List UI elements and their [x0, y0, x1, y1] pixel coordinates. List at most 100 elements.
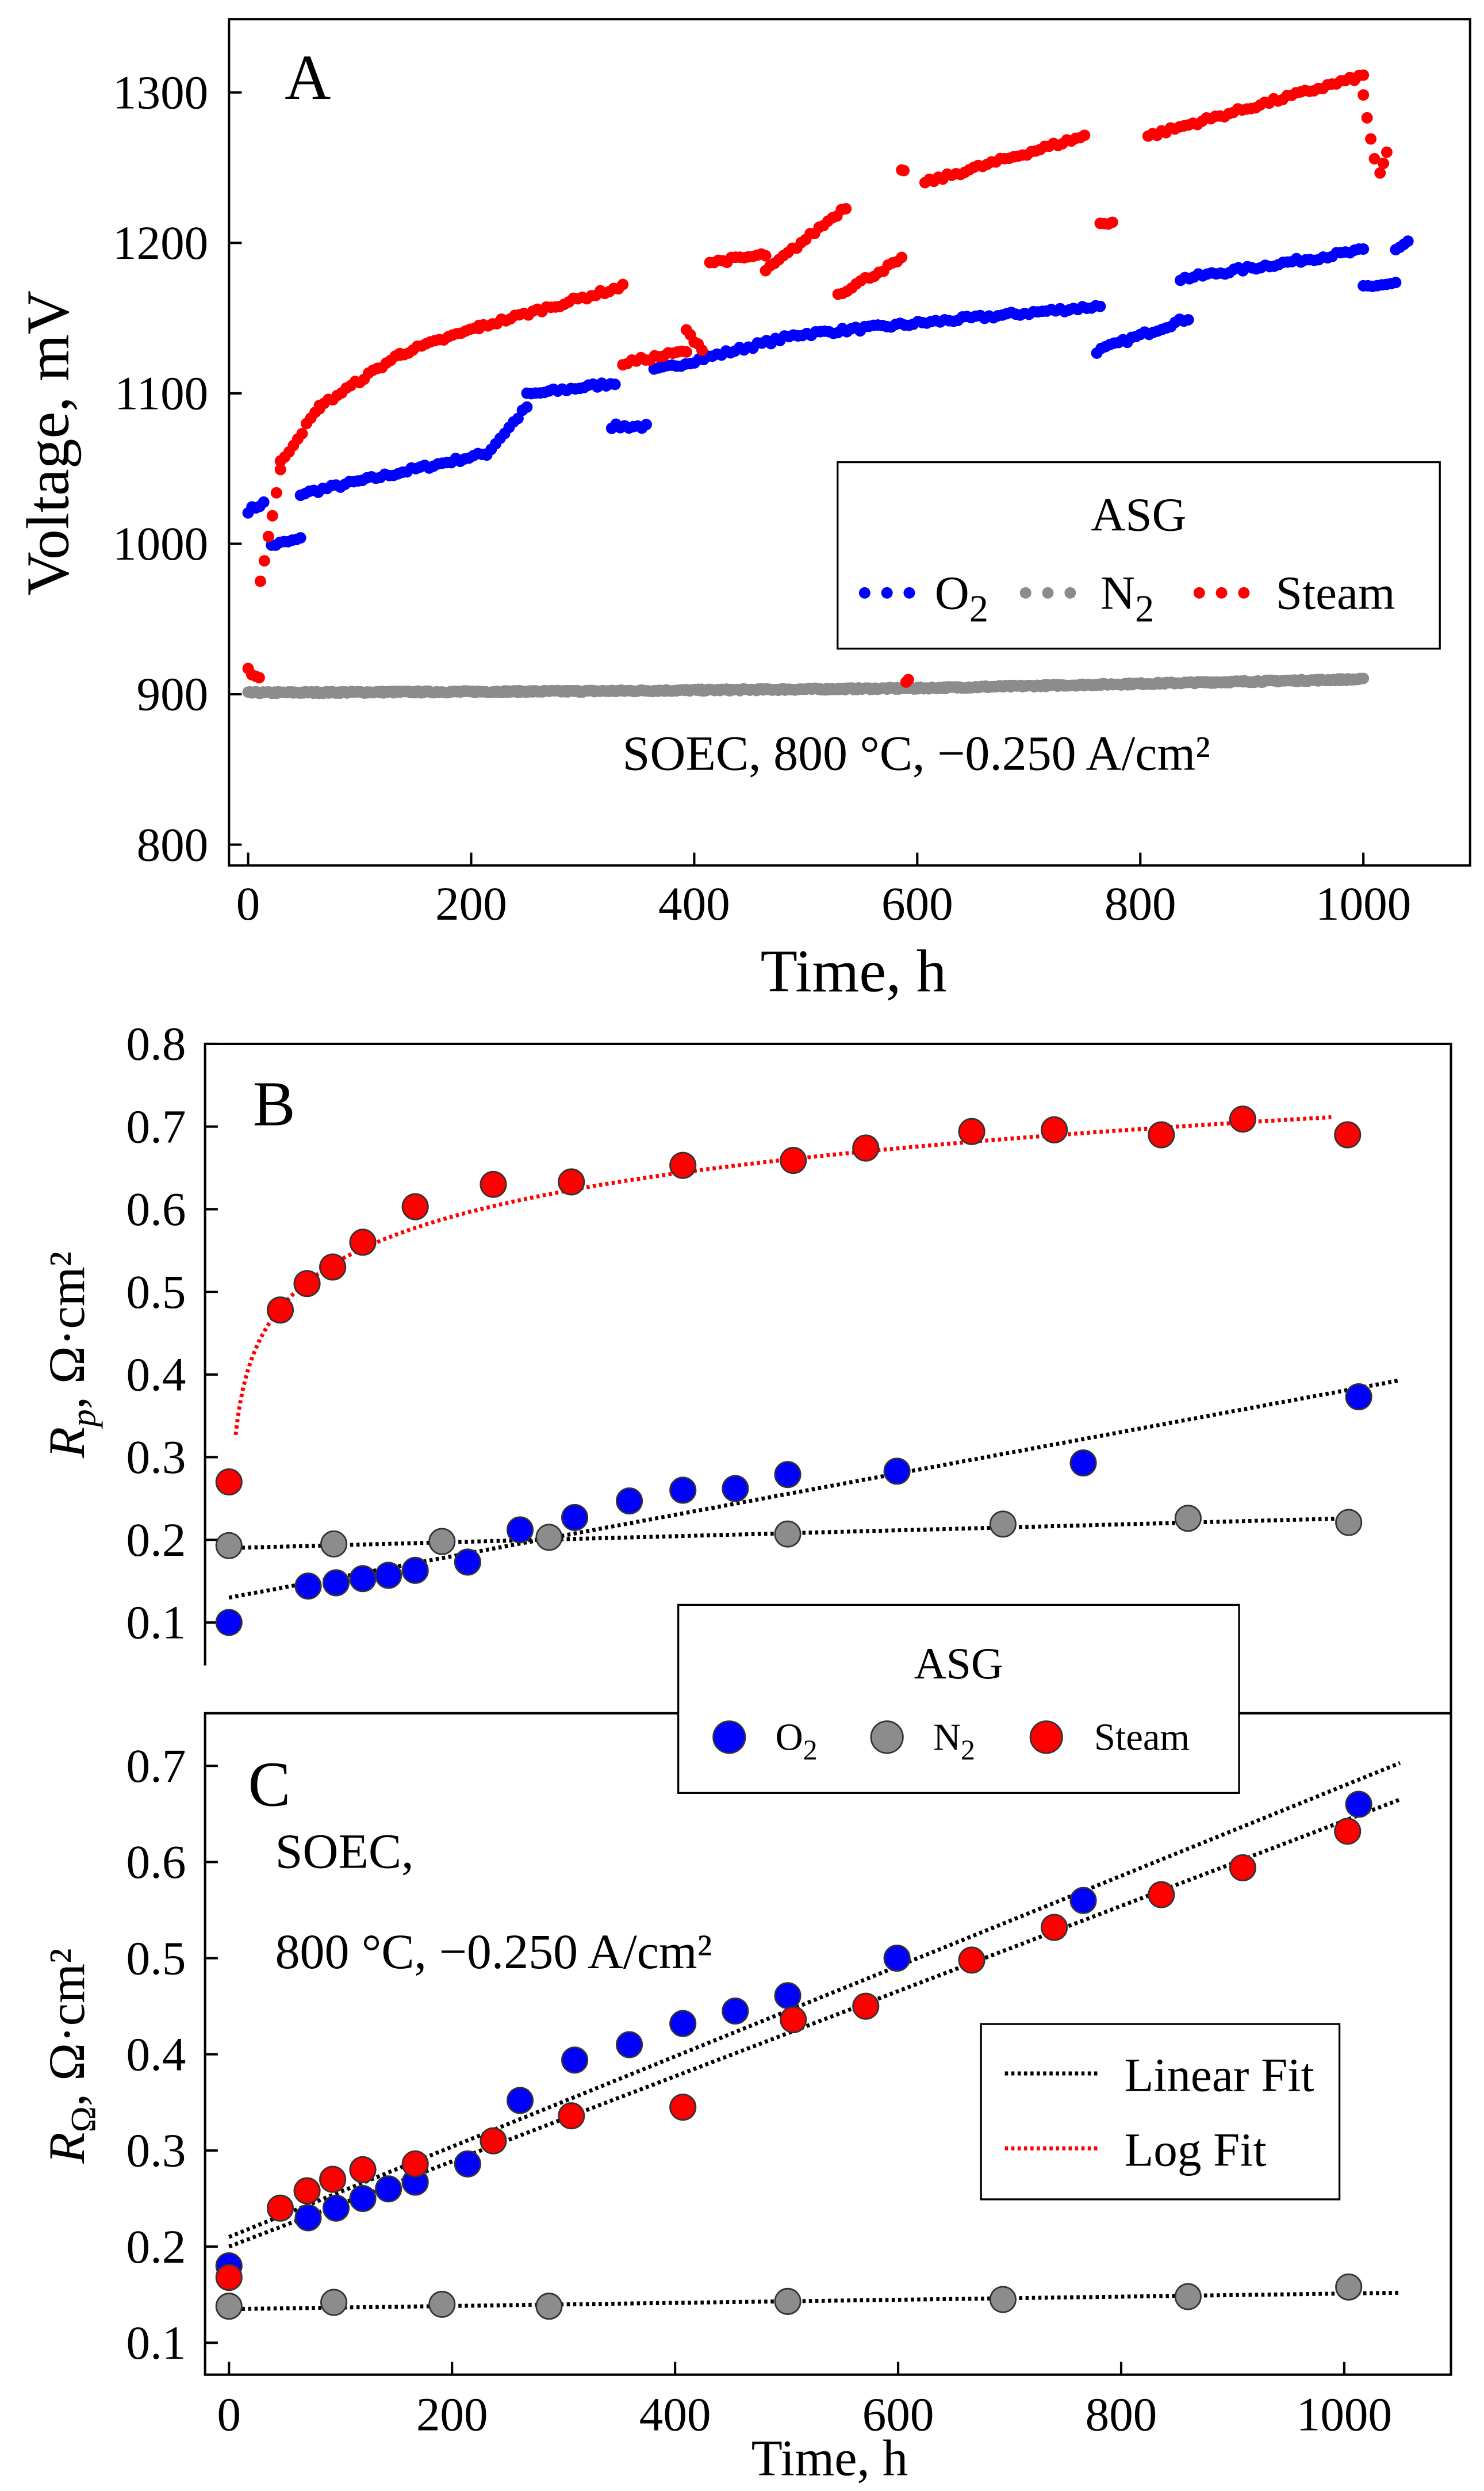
- panel-b-point-o2: [669, 1476, 697, 1504]
- panel-a-y-tick-label: 1100: [114, 367, 208, 420]
- panel-a-point-o2: [640, 419, 652, 431]
- panel-b-series-o2: [215, 1383, 1372, 1636]
- panel-b-point-steam: [480, 1170, 507, 1198]
- panel-a-point-o2: [294, 532, 306, 544]
- panel-b-point-steam: [558, 1168, 585, 1196]
- panel-b-point-o2: [1069, 1449, 1097, 1477]
- legend-bottom-frame: [677, 1604, 1240, 1794]
- panel-a-y-tick-label: 900: [137, 668, 209, 721]
- panel-c: C Time, h RΩ, Ω·cm² SOEC, 800 °C, −0.250…: [39, 1712, 1452, 2486]
- panel-a-annotation: SOEC, 800 °C, −0.250 A/cm²: [623, 725, 1210, 780]
- panel-a-point-steam: [680, 346, 692, 358]
- panel-a-point-steam: [840, 202, 852, 215]
- panel-c-point-o2: [294, 2204, 322, 2232]
- panel-a-y-tick-label: 1200: [113, 216, 208, 269]
- panel-a-point-steam: [1361, 112, 1373, 124]
- panel-a-point-steam: [253, 672, 265, 684]
- panel-b-fit-linear-n2: [229, 1516, 1350, 1551]
- panel-c-point-steam: [958, 1946, 986, 1974]
- panel-c-point-steam: [780, 2006, 807, 2034]
- panel-a-point-o2: [1182, 313, 1194, 326]
- panel-a-point-steam: [274, 464, 286, 476]
- panel-b-y-tick-label: 0.4: [126, 1348, 186, 1401]
- legend-bottom-marker-o2: [712, 1720, 746, 1754]
- legend-top: ASG O2 N2 Steam: [837, 461, 1441, 650]
- panel-a-point-o2: [1402, 235, 1414, 247]
- panel-c-point-steam: [215, 2264, 243, 2291]
- legend-bottom: ASG O2 N2 Steam: [677, 1604, 1240, 1794]
- panel-c-point-n2: [1335, 2273, 1363, 2301]
- panel-c-x-tick-label: 200: [416, 2388, 488, 2441]
- panel-b-y-tick-label: 0.1: [126, 1596, 186, 1649]
- panel-c-y-tick-label: 0.3: [126, 2124, 186, 2177]
- panel-a-point-steam: [1358, 69, 1370, 81]
- panel-a-point-o2: [1094, 300, 1106, 312]
- legend-top-marker-n2: [1019, 587, 1076, 599]
- panel-a-y-tick-label: 1000: [113, 517, 208, 570]
- panel-a-point-steam: [760, 250, 772, 262]
- panel-c-point-o2: [506, 2087, 534, 2114]
- panel-a-point-o2: [258, 496, 270, 508]
- panel-b-point-steam: [1148, 1121, 1175, 1149]
- panel-c-point-steam: [1041, 1914, 1068, 1941]
- panel-b-point-n2: [1335, 1509, 1363, 1536]
- panel-b-y-tick-label: 0.8: [126, 1017, 186, 1070]
- panel-c-point-steam: [480, 2127, 507, 2155]
- panel-b-point-steam: [669, 1151, 697, 1179]
- legend-top-frame: [837, 461, 1441, 650]
- legend-bottom-label-steam: Steam: [1094, 1717, 1190, 1759]
- panel-a-x-tick-label: 200: [435, 877, 507, 930]
- legend-fit-log-label: Log Fit: [1125, 2123, 1267, 2176]
- panel-a-y-tick-label: 800: [137, 818, 209, 871]
- panel-c-point-o2: [616, 2031, 643, 2058]
- panel-c-point-steam: [1148, 1881, 1175, 1908]
- panel-b-y-tick-label: 0.3: [126, 1430, 186, 1483]
- panel-b-point-o2: [722, 1475, 749, 1502]
- panel-c-y-tick-label: 0.1: [126, 2316, 186, 2369]
- panel-a-point-steam: [1378, 158, 1390, 170]
- panel-a-point-o2: [1390, 277, 1402, 289]
- panel-c-point-n2: [428, 2290, 456, 2318]
- panel-c-annotation-line2: 800 °C, −0.250 A/cm²: [275, 1924, 712, 1979]
- legend-fit-frame: [980, 2023, 1341, 2201]
- panel-c-x-tick-label: 800: [1086, 2388, 1157, 2441]
- panel-b-y-tick-label: 0.6: [126, 1183, 186, 1235]
- panel-b-point-o2: [349, 1565, 377, 1593]
- panel-a-point-steam: [1358, 89, 1370, 101]
- panel-b-point-steam: [319, 1253, 347, 1281]
- panel-b-point-o2: [375, 1562, 402, 1589]
- panel-b-point-o2: [506, 1516, 534, 1544]
- legend-top-label-n2: N2: [1100, 567, 1154, 630]
- panel-a: A Time, h Voltage, mV SOEC, 800 °C, −0.2…: [14, 18, 1471, 1005]
- panel-a-point-steam: [1079, 129, 1091, 141]
- panel-b-point-n2: [535, 1524, 563, 1551]
- panel-a-point-steam: [896, 251, 908, 263]
- panel-a-x-tick-label: 600: [881, 877, 953, 930]
- panel-c-point-steam: [852, 1992, 880, 2020]
- panel-c-series-steam: [215, 1817, 1362, 2291]
- panel-c-point-o2: [669, 2010, 697, 2037]
- panel-a-series-steam: [242, 69, 1393, 688]
- panel-c-point-o2: [322, 2194, 350, 2222]
- legend-bottom-marker-n2: [870, 1720, 904, 1754]
- panel-c-x-tick-label: 400: [639, 2388, 711, 2441]
- panel-a-point-o2: [609, 378, 621, 391]
- panel-c-point-o2: [1069, 1887, 1097, 1914]
- panel-c-point-o2: [774, 1982, 802, 2010]
- legend-bottom-label-n2: N2: [933, 1717, 975, 1766]
- panel-c-point-steam: [293, 2177, 321, 2205]
- panel-c-point-n2: [774, 2287, 802, 2315]
- legend-top-marker-o2: [858, 587, 915, 599]
- panel-a-series-n2: [242, 672, 1370, 699]
- panel-c-point-steam: [401, 2150, 429, 2178]
- panel-b-label: B: [253, 1068, 296, 1139]
- legend-bottom-marker-steam: [1029, 1720, 1063, 1754]
- panel-c-point-n2: [989, 2286, 1017, 2313]
- panel-c-y-tick-label: 0.4: [126, 2027, 186, 2080]
- panel-a-point-steam: [898, 164, 910, 177]
- panel-c-fit-linear-n2: [229, 2290, 1400, 2312]
- panel-c-point-o2: [722, 1997, 749, 2025]
- panel-b-point-steam: [780, 1147, 807, 1174]
- panel-c-label: C: [248, 1748, 291, 1819]
